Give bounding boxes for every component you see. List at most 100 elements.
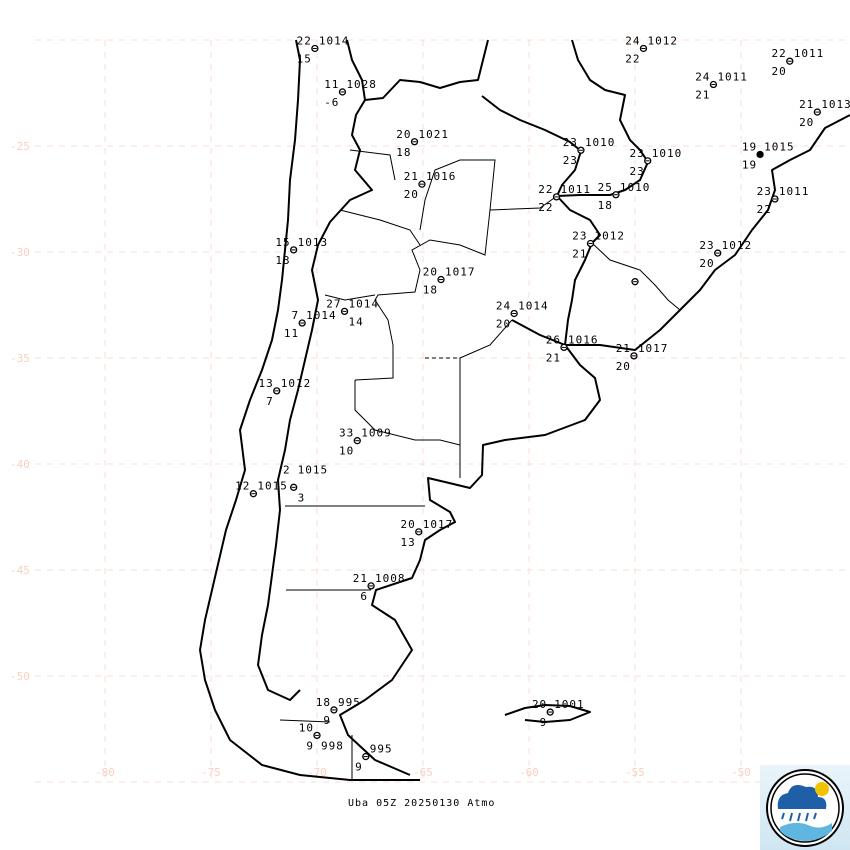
falkland-islands [504,704,591,723]
station-plot[interactable] [631,278,639,286]
station-dewpoint: 11 [284,327,299,340]
station-plot[interactable]: 25 1010 18 [598,181,651,212]
station-dewpoint: 23 [563,154,578,167]
station-pressure: 1011 [717,71,748,84]
station-plot[interactable]: 7 1014 11 [284,309,337,340]
station-plot[interactable]: 13 1012 7 [258,377,311,408]
station-dewpoint: 9 [355,761,363,774]
station-dewpoint: 20 [699,257,714,270]
station-plot[interactable]: 22 1011 22 [538,183,591,214]
station-pressure: 1010 [585,136,616,149]
province-border [349,149,396,181]
station-temperature: 24 [496,299,511,312]
logo [760,765,850,850]
station-plot[interactable]: 22 1014 15 [297,34,350,65]
station-plot[interactable]: 26 1016 21 [546,333,599,364]
station-plot[interactable]: 10 998 9 [299,721,344,752]
station-pressure: 1014 [306,309,337,322]
station-temperature: 11 [324,78,339,91]
station-dewpoint: 3 [298,491,306,504]
station-plot[interactable]: 27 1014 14 [326,297,379,328]
station-temperature: 22 [538,183,553,196]
station-plot[interactable]: 19 1015 19 [742,140,795,171]
station-plot[interactable]: 24 1014 20 [496,299,549,330]
station-plot[interactable]: 12 1015 [235,480,288,498]
station-pressure: 1017 [638,342,669,355]
province-border [354,159,496,381]
latitude-label: -45 [10,564,30,577]
station-dewpoint: 13 [401,536,416,549]
latitude-label: -25 [10,140,30,153]
station-temperature: 20 [532,698,547,711]
province-border [489,195,558,211]
station-plot[interactable]: 23 1010 23 [629,147,682,178]
station-temperature: 33 [339,427,354,440]
station-pressure: 1012 [647,34,678,47]
station-temperature: 18 [316,696,331,709]
station-temperature: 23 [757,185,772,198]
station-plot[interactable]: 11 1028 -6 [324,78,377,109]
station-dewpoint: 9 [540,716,548,729]
station-plot[interactable]: 23 1012 21 [572,230,625,261]
station-temperature: 13 [258,377,273,390]
station-dewpoint: 21 [572,248,587,261]
station-dewpoint: 21 [546,351,561,364]
province-border [324,294,376,301]
station-temperature: 24 [695,71,710,84]
station-temperature: 19 [742,140,757,153]
station-dewpoint: 22 [625,52,640,65]
map-caption: Uba 05Z 20250130 Atmo [348,798,496,809]
station-dewpoint: 18 [423,284,438,297]
station-pressure: 1001 [554,698,585,711]
station-plot[interactable]: 23 1011 22 [757,185,810,216]
station-dewpoint: 23 [629,165,644,178]
station-pressure: 1010 [652,147,683,160]
station-temperature: 23 [629,147,644,160]
station-plot[interactable]: 23 1012 20 [699,239,752,270]
station-plot[interactable]: 33 1009 10 [339,427,392,458]
station-plot[interactable]: 20 1017 13 [401,518,454,549]
latitude-label: -35 [10,352,30,365]
longitude-label: -50 [731,766,751,779]
argentina-bolivia-border [364,39,489,101]
station-dewpoint: 22 [538,201,553,214]
station-plot[interactable]: 22 1011 20 [772,47,825,78]
station-plot[interactable]: 20 1021 18 [396,128,449,159]
province-border [459,319,513,478]
station-pressure: 1011 [779,185,810,198]
station-pressure: 1017 [445,266,476,279]
station-temperature: 20 [423,266,438,279]
station-temperature: 21 [616,342,631,355]
station-plot[interactable]: 21 1013 20 [799,98,850,129]
atlantic-coastline-brazil [565,114,850,351]
station-pressure: 1015 [298,463,329,476]
longitude-label: -80 [95,766,115,779]
station-dewpoint: 18 [396,146,411,159]
station-plot[interactable]: 15 1013 13 [275,236,328,267]
station-pressure: 1010 [620,181,651,194]
station-plot[interactable]: 20 1017 18 [423,266,476,297]
station-dewpoint: 14 [349,315,364,328]
station-pressure: 1013 [821,98,850,111]
station-plot[interactable]: 21 1016 20 [404,170,457,201]
station-plot[interactable]: 24 1012 22 [625,34,678,65]
station-pressure: 995 [338,696,361,709]
station-plot[interactable]: 21 1008 6 [353,572,406,603]
station-plot[interactable]: 995 9 [355,743,393,774]
station-pressure: 1015 [764,140,795,153]
station-plot[interactable]: 20 1001 9 [532,698,585,729]
station-plot[interactable]: 21 1017 20 [616,342,669,373]
rain-cloud-sun-wave-logo [766,769,844,847]
station-temperature: 23 [699,239,714,252]
station-dewpoint: 20 [772,65,787,78]
station-plot[interactable]: 2 1015 3 [283,463,328,504]
latitude-label: -40 [10,458,30,471]
station-temperature: 15 [275,236,290,249]
station-plot[interactable]: 23 1010 23 [563,136,616,167]
uruguay-border [591,242,681,311]
station-plot[interactable]: 18 995 9 [316,696,361,727]
station-temperature: 21 [353,572,368,585]
station-plot[interactable]: 24 1011 21 [695,71,748,102]
